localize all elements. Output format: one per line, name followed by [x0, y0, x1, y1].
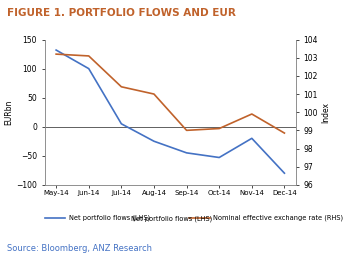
Text: Nominal effective exchange rate (RHS): Nominal effective exchange rate (RHS) — [213, 215, 343, 221]
Text: Net portfolio flows (LHS): Net portfolio flows (LHS) — [69, 215, 150, 221]
Y-axis label: Index: Index — [321, 102, 330, 123]
Text: Net portfolio flows (LHS): Net portfolio flows (LHS) — [131, 215, 213, 222]
Text: FIGURE 1. PORTFOLIO FLOWS AND EUR: FIGURE 1. PORTFOLIO FLOWS AND EUR — [7, 8, 236, 18]
Text: Source: Bloomberg, ANZ Research: Source: Bloomberg, ANZ Research — [7, 244, 152, 253]
Y-axis label: EURbn: EURbn — [4, 100, 13, 125]
